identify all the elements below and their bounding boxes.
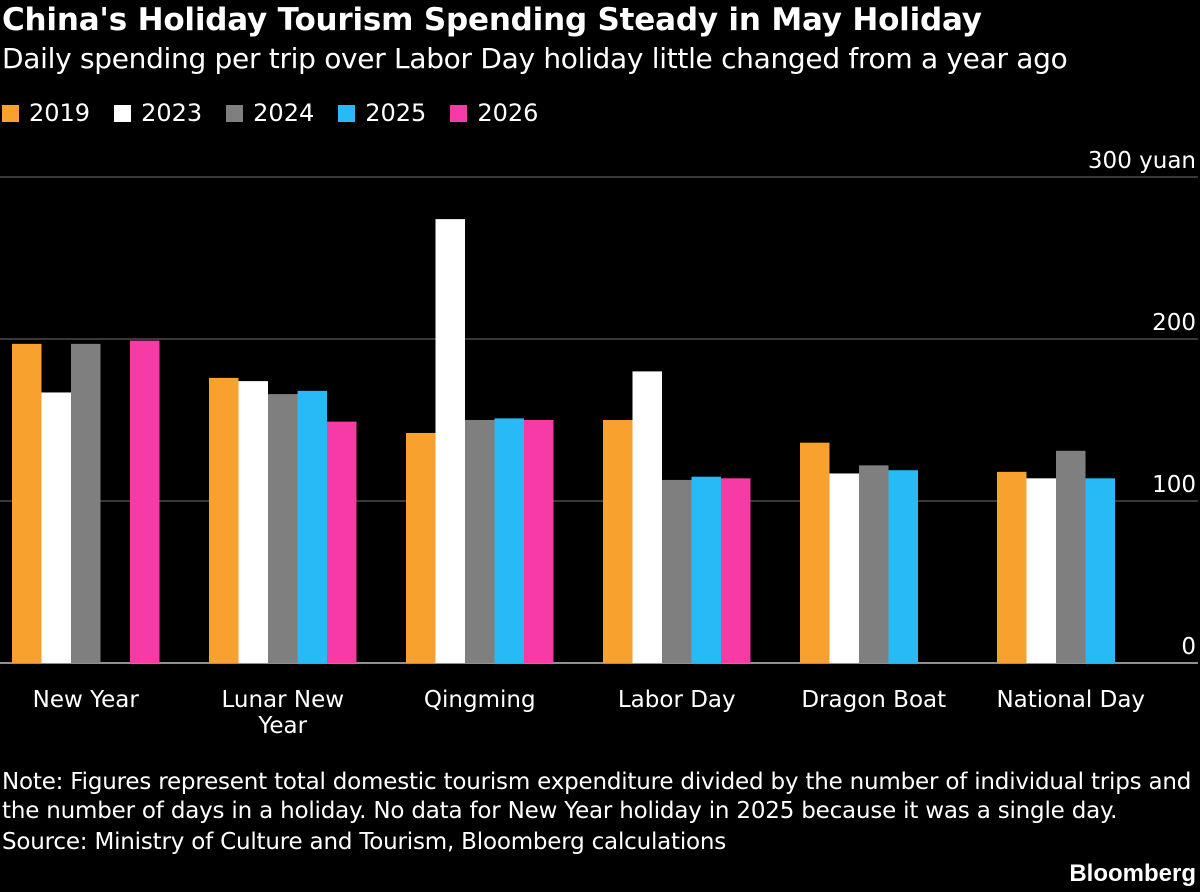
legend-swatch [450, 104, 468, 122]
x-tick-label-line: Dragon Boat [801, 687, 946, 713]
x-tick-label-line: National Day [996, 687, 1145, 713]
legend-item-2024: 2024 [226, 99, 314, 127]
legend-item-2025: 2025 [338, 99, 426, 127]
x-tick-label-line: Lunar New [221, 687, 344, 713]
x-tick-label: Dragon Boat [801, 687, 946, 713]
x-tick-label: Qingming [424, 687, 536, 713]
legend-label: 2023 [141, 99, 203, 127]
bar-2023-qingming [435, 219, 465, 663]
bar-2026-new-year [130, 340, 160, 663]
bar-2026-labor-day [721, 478, 751, 663]
y-tick-label: 100 [1152, 472, 1196, 498]
bar-2023-labor-day [632, 371, 662, 663]
legend-swatch [226, 104, 244, 122]
legend-label: 2019 [29, 99, 91, 127]
bar-2024-national-day [1056, 450, 1086, 663]
legend-swatch [114, 104, 132, 122]
chart-note: Note: Figures represent total domestic t… [2, 769, 1192, 824]
bar-2026-qingming [524, 420, 554, 663]
bar-2026-lunar-new-year [327, 421, 357, 663]
bar-2025-dragon-boat [888, 470, 918, 663]
bar-2023-national-day [1026, 478, 1056, 663]
bar-2025-lunar-new-year [297, 390, 327, 663]
bar-2019-national-day [997, 471, 1027, 663]
chart-legend: 2019 2023 2024 2025 2026 [2, 98, 562, 128]
bar-2023-new-year [41, 392, 71, 663]
chart-title: China's Holiday Tourism Spending Steady … [2, 2, 982, 38]
bar-2024-labor-day [662, 479, 692, 663]
chart-subtitle: Daily spending per trip over Labor Day h… [2, 42, 1068, 75]
y-tick-label: 200 [1152, 310, 1196, 336]
bar-2024-qingming [465, 420, 495, 663]
x-tick-label: Labor Day [618, 687, 736, 713]
legend-label: 2025 [365, 99, 427, 127]
x-tick-label-line: Qingming [424, 687, 536, 713]
bar-2019-dragon-boat [800, 442, 830, 663]
bar-2019-new-year [12, 343, 42, 663]
x-tick-label-line: Labor Day [618, 687, 736, 713]
chart-source: Source: Ministry of Culture and Tourism,… [2, 829, 727, 855]
legend-item-2019: 2019 [2, 99, 90, 127]
bar-2024-dragon-boat [859, 465, 889, 663]
bar-2025-qingming [494, 418, 524, 663]
x-tick-label: Lunar New Year [221, 687, 344, 739]
bar-2024-lunar-new-year [268, 394, 298, 663]
bar-2023-dragon-boat [829, 473, 859, 663]
y-tick-label: 0 [1181, 634, 1196, 660]
legend-label: 2024 [253, 99, 315, 127]
bar-2019-labor-day [603, 420, 633, 663]
bar-2024-new-year [71, 343, 101, 663]
x-tick-label-line: New Year [33, 687, 140, 713]
bar-2019-qingming [406, 432, 436, 663]
y-tick-label: 300 yuan [1088, 148, 1196, 174]
bar-2019-lunar-new-year [209, 377, 239, 663]
x-tick-label-line: Year [257, 713, 307, 739]
legend-item-2026: 2026 [450, 99, 538, 127]
legend-swatch [2, 104, 19, 122]
legend-item-2023: 2023 [114, 99, 202, 127]
x-tick-label: New Year [33, 687, 140, 713]
bloomberg-logo: Bloomberg [1069, 860, 1196, 887]
bar-2023-lunar-new-year [238, 381, 268, 663]
bar-2025-labor-day [691, 476, 721, 663]
legend-label: 2026 [477, 99, 539, 127]
bar-2025-national-day [1085, 478, 1115, 663]
legend-swatch [338, 104, 356, 122]
x-tick-label: National Day [996, 687, 1145, 713]
bar-chart: 0 100 200 300 yuan New Year Lunar New Year Qing… [0, 148, 1198, 739]
